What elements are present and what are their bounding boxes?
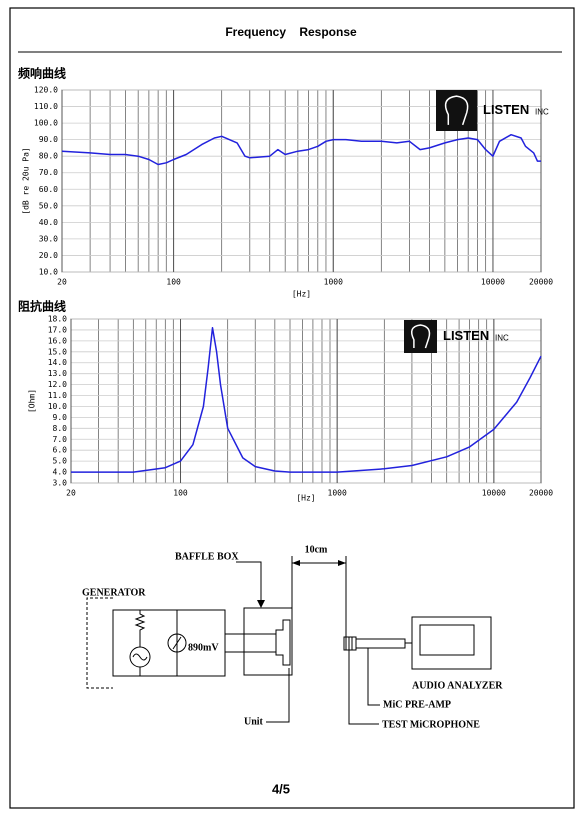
- y-axis-label: [dB re 20u Pa]: [22, 147, 31, 214]
- y-tick-label: 8.0: [53, 424, 68, 433]
- x-tick-label: 20: [66, 489, 76, 498]
- distance-label: 10cm: [305, 544, 328, 555]
- y-tick-label: 10.0: [48, 402, 67, 411]
- leader-line: [266, 668, 290, 723]
- baffle-box-label: BAFFLE BOX: [175, 551, 239, 562]
- microphone-body: [355, 638, 406, 649]
- unit-label: Unit: [244, 716, 264, 727]
- page-border: [9, 7, 575, 809]
- leader-line: [348, 650, 379, 725]
- chart-title: 频响曲线: [18, 66, 66, 81]
- page-title: Frequency Response: [225, 25, 357, 39]
- microphone-label: TEST MiCROPHONE: [382, 719, 480, 730]
- speaker-wires: [225, 633, 276, 653]
- y-tick-label: 13.0: [48, 369, 67, 378]
- y-tick-label: 17.0: [48, 325, 67, 334]
- y-tick-label: 40.0: [39, 218, 58, 227]
- arrow-head: [257, 600, 265, 608]
- dimension-lines: [291, 556, 347, 640]
- generator-outline: [86, 597, 113, 689]
- preamp-label: MiC PRE-AMP: [383, 699, 451, 710]
- resistor: [134, 610, 146, 647]
- x-tick-label: 100: [166, 278, 181, 287]
- x-tick-label: 10000: [482, 489, 506, 498]
- y-tick-label: 6.0: [53, 446, 68, 455]
- y-tick-label: 9.0: [53, 413, 68, 422]
- chart: 频响曲线 10.0 20.0 30.0 40.0 50.0 60.0 70.0 80.0 90.0…: [18, 66, 553, 299]
- analyzer-screen: [419, 624, 475, 656]
- y-tick-label: 20.0: [39, 251, 58, 260]
- chart-title: 阻抗曲线: [18, 299, 66, 314]
- y-tick-label: 4.0: [53, 468, 68, 477]
- y-tick-label: 18.0: [48, 315, 67, 324]
- speaker-unit: [275, 619, 291, 666]
- y-tick-label: 50.0: [39, 201, 58, 210]
- data-line: [61, 133, 541, 166]
- y-tick-label: 14.0: [48, 358, 67, 367]
- y-tick-label: 120.0: [34, 86, 58, 95]
- x-tick-label: 20000: [529, 489, 553, 498]
- x-tick-label: 1000: [328, 489, 347, 498]
- baffle-box: [243, 607, 293, 676]
- y-axis-label: [Ohm]: [28, 389, 37, 413]
- y-tick-label: 70.0: [39, 168, 58, 177]
- x-axis-label: [Hz]: [292, 290, 311, 299]
- data-line: [71, 326, 542, 473]
- generator-box: [112, 609, 226, 677]
- x-tick-label: 10000: [481, 278, 505, 287]
- chart: 阻抗曲线 3.0 4.0 5.0 6.0 7.0 8.0 9.0 10.0 11.0 12.0 13.…: [18, 299, 553, 503]
- generator-label: GENERATOR: [82, 587, 146, 598]
- plot-area: [70, 318, 542, 484]
- logo-head: [410, 324, 431, 349]
- voltmeter-needle: [172, 636, 182, 650]
- y-tick-label: 16.0: [48, 336, 67, 345]
- x-tick-label: 100: [173, 489, 188, 498]
- y-tick-label: 60.0: [39, 185, 58, 194]
- logo-head: [444, 95, 469, 126]
- logo-name: LISTEN: [443, 328, 489, 343]
- leader-line: [236, 561, 262, 606]
- y-tick-label: 15.0: [48, 347, 67, 356]
- test-setup-diagram: 890mV BAFFLE BOX 10cm AUDIO ANALYZER MiC…: [82, 544, 503, 730]
- y-tick-label: 90.0: [39, 135, 58, 144]
- y-tick-label: 10.0: [39, 268, 58, 277]
- y-tick-label: 3.0: [53, 479, 68, 488]
- sine-symbol: [132, 653, 148, 661]
- x-tick-label: 20000: [529, 278, 553, 287]
- x-axis-label: [Hz]: [296, 494, 315, 503]
- y-tick-label: 30.0: [39, 234, 58, 243]
- logo-name: LISTEN: [483, 102, 529, 117]
- microphone-grille: [345, 637, 353, 650]
- logo-suffix: INC: [535, 108, 549, 117]
- x-tick-label: 20: [57, 278, 67, 287]
- y-tick-label: 80.0: [39, 152, 58, 161]
- leader-line: [367, 648, 380, 706]
- analyzer-box: [411, 616, 492, 670]
- y-tick-label: 11.0: [48, 391, 67, 400]
- voltmeter: [167, 633, 187, 653]
- logo-suffix: INC: [495, 334, 509, 343]
- y-tick-label: 7.0: [53, 435, 68, 444]
- voltage-label: 890mV: [188, 642, 219, 653]
- y-tick-label: 5.0: [53, 457, 68, 466]
- y-tick-label: 110.0: [34, 102, 58, 111]
- x-tick-label: 1000: [324, 278, 343, 287]
- y-tick-label: 12.0: [48, 380, 67, 389]
- y-tick-label: 100.0: [34, 119, 58, 128]
- analyzer-label: AUDIO ANALYZER: [412, 680, 503, 691]
- page-number: 4/5: [272, 781, 290, 796]
